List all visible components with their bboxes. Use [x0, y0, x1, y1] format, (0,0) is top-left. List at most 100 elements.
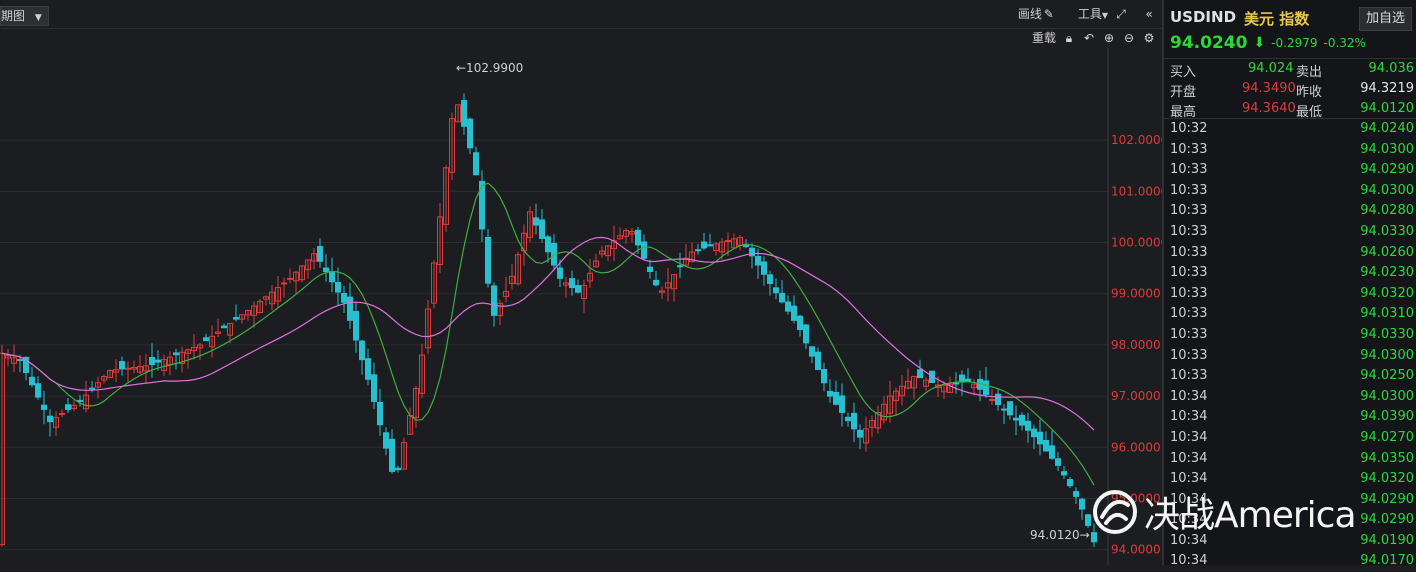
tick-price: 94.0190 — [1360, 532, 1414, 548]
last-price: 94.0240 — [1170, 33, 1248, 53]
candle-body — [971, 383, 977, 389]
undo-icon[interactable]: ↶ — [1083, 30, 1095, 45]
candle-body — [887, 395, 893, 414]
candle-body — [935, 384, 941, 388]
candle-body — [557, 267, 563, 279]
moving-average-short — [1, 182, 1095, 486]
candle-body — [755, 256, 761, 266]
candle-body — [461, 99, 467, 127]
candle-body — [797, 315, 803, 331]
candle-body — [143, 365, 149, 372]
candle-body — [599, 250, 605, 255]
tick-price: 94.0280 — [1360, 203, 1414, 219]
divider — [1164, 118, 1416, 119]
low-marker-label: 94.0120→ — [1030, 528, 1090, 542]
period-label: 期图 — [1, 9, 26, 23]
tick-row: 10:33 94.0300 — [1164, 140, 1416, 161]
quote-row: 开盘 94.3490 昨收 94.3219 — [1164, 79, 1416, 100]
candle-body — [827, 390, 833, 397]
candle-body — [719, 241, 725, 253]
gear-icon[interactable]: ⚙ — [1143, 30, 1155, 45]
secondary-toolbar: 重载 🔒︎ ↶ ⊕ ⊖ ⚙ — [1032, 29, 1156, 46]
candle-body — [101, 376, 107, 381]
candle-body — [917, 369, 923, 379]
candle-body — [221, 325, 227, 329]
price-row: 94.0240 ⬇ -0.2979 -0.32% — [1170, 33, 1366, 53]
candle-body — [701, 241, 707, 249]
candle-body — [365, 358, 371, 380]
candle-body — [431, 262, 437, 304]
candle-body — [695, 249, 701, 252]
candle-body — [1049, 445, 1055, 459]
tick-row: 10:34 94.0270 — [1164, 428, 1416, 449]
reload-button[interactable]: 重载 — [1031, 31, 1056, 45]
add-favorite-button[interactable]: 加自选 — [1358, 7, 1412, 31]
candle-body — [89, 387, 95, 390]
tick-row: 10:34 94.0290 — [1164, 490, 1416, 511]
tick-list[interactable]: 10:32 94.0240 10:33 94.0300 10:33 94.0290 10:3… — [1164, 119, 1416, 572]
candle-body — [983, 380, 989, 395]
candle-body — [803, 324, 809, 344]
collapse-icon[interactable]: « — [1145, 6, 1153, 21]
candle-body — [185, 349, 191, 354]
candle-body — [5, 355, 11, 359]
zoom-out-icon[interactable]: ⊖ — [1123, 30, 1135, 45]
lock-icon[interactable]: 🔒︎ — [1065, 30, 1073, 45]
candle-body — [473, 152, 479, 176]
tick-price: 94.0300 — [1360, 182, 1414, 198]
candle-body — [569, 278, 575, 289]
candle-body — [785, 301, 791, 312]
fullscreen-icon[interactable]: ⤢ — [1116, 6, 1126, 21]
draw-line-button[interactable]: 画线 ✎ — [1018, 5, 1056, 22]
candle-body — [1019, 414, 1025, 426]
tick-row: 10:33 94.0300 — [1164, 181, 1416, 202]
tick-price: 94.0250 — [1360, 368, 1414, 384]
candle-body — [815, 351, 821, 370]
tools-button[interactable]: 工具▼ — [1078, 5, 1108, 22]
candle-body — [11, 357, 17, 364]
candle-body — [443, 167, 449, 225]
candle-body — [1085, 514, 1091, 526]
tick-price: 94.0300 — [1360, 347, 1414, 363]
candle-body — [479, 180, 485, 230]
draw-label: 画线 — [1017, 7, 1042, 21]
candle-body — [41, 404, 47, 410]
candle-body — [299, 265, 305, 281]
candle-body — [203, 337, 209, 342]
arrow-down-icon: ⬇ — [1253, 35, 1266, 51]
candle-body — [605, 245, 611, 257]
candle-body — [413, 388, 419, 419]
candle-body — [707, 244, 713, 247]
low-label: 最低 — [1296, 105, 1323, 120]
candle-body — [293, 271, 299, 282]
quote-table: 买入 94.024 卖出 94.036 开盘 94.3490 昨收 94.321… — [1164, 58, 1416, 120]
candle-body — [647, 266, 653, 273]
chart-area[interactable]: 102.0000 101.0000 100.0000 99.0000 98.0000 97… — [0, 0, 1162, 565]
candle-body — [77, 399, 83, 402]
candle-body — [749, 247, 755, 257]
candle-body — [893, 390, 899, 402]
candle-body — [989, 398, 995, 401]
candle-body — [389, 438, 395, 472]
candle-body — [863, 428, 869, 444]
candle-body — [329, 271, 335, 283]
period-dropdown[interactable]: 期图 ▼ — [0, 6, 49, 26]
candlestick-chart[interactable]: 102.0000 101.0000 100.0000 99.0000 98.0000 97… — [0, 0, 1162, 565]
tick-price: 94.0230 — [1360, 265, 1414, 281]
candle-body — [35, 383, 41, 398]
tick-row: 10:34 94.0390 — [1164, 407, 1416, 428]
tick-time: 10:33 — [1170, 347, 1208, 363]
candle-body — [545, 236, 551, 253]
candle-body — [953, 382, 959, 385]
candle-body — [779, 292, 785, 303]
candle-body — [839, 395, 845, 413]
candle-body — [227, 322, 233, 336]
zoom-in-icon[interactable]: ⊕ — [1103, 30, 1115, 45]
candle-body — [665, 282, 671, 289]
tick-row: 10:34 94.0190 — [1164, 531, 1416, 552]
candle-body — [449, 118, 455, 173]
candle-body — [767, 274, 773, 284]
candle-body — [1001, 408, 1007, 411]
tick-time: 10:33 — [1170, 162, 1208, 178]
candle-body — [659, 290, 665, 293]
